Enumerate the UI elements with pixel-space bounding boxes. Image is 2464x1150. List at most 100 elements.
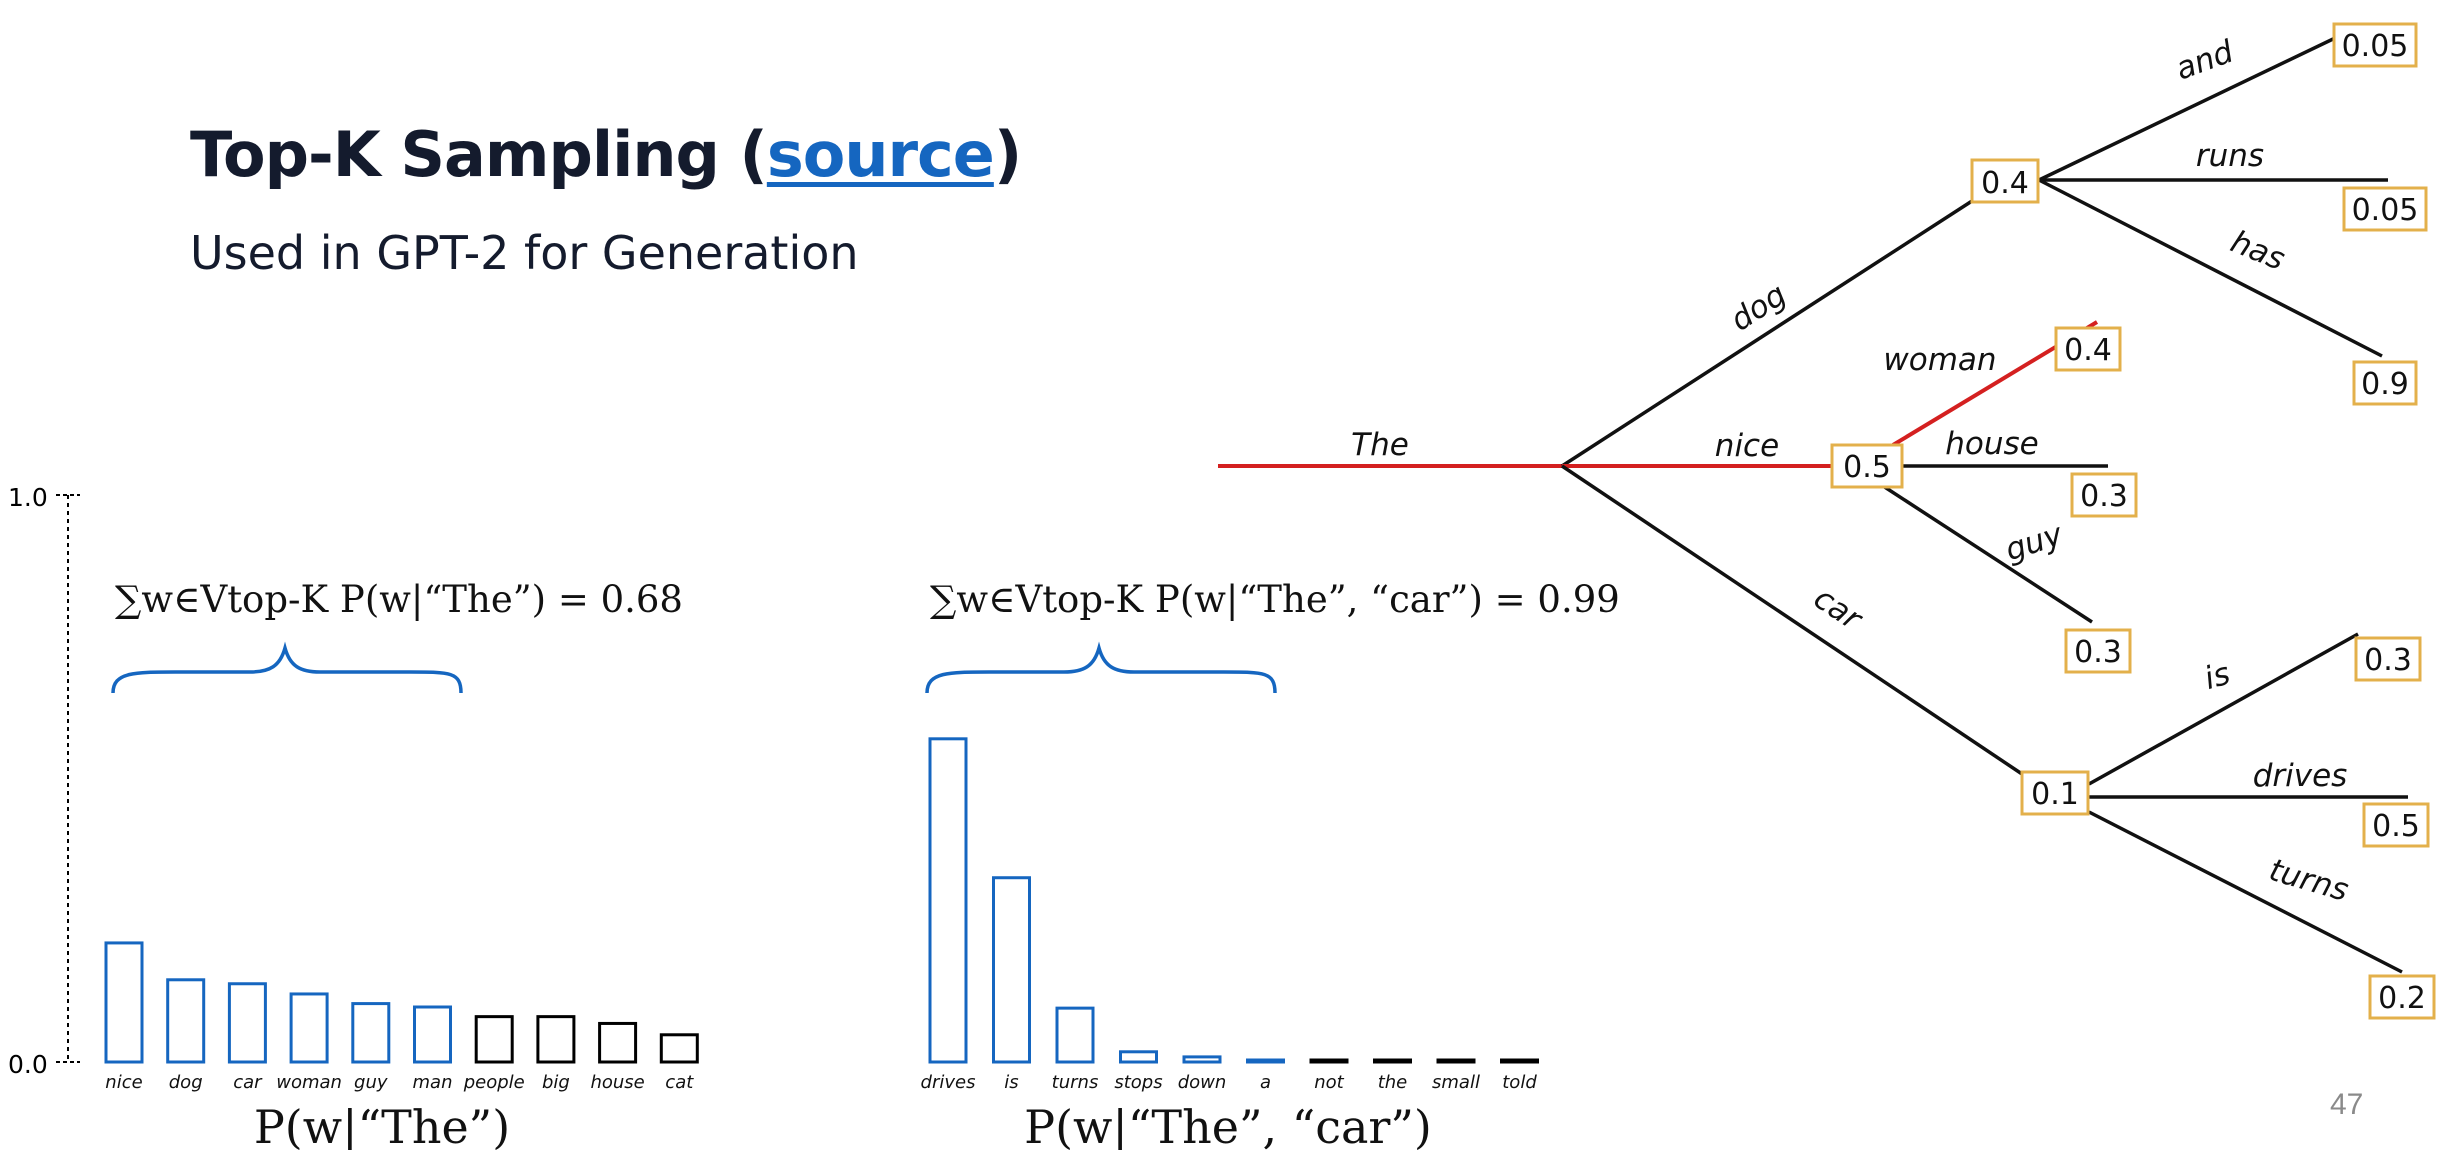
prob-box-is: 0.3	[2354, 636, 2422, 682]
svg-text:0.4: 0.4	[2064, 333, 2112, 368]
edge-has	[2038, 178, 2383, 358]
chart-the-brace	[111, 641, 463, 694]
svg-text:0.3: 0.3	[2364, 643, 2412, 678]
prob-box-runs: 0.05	[2342, 186, 2428, 232]
chart-the-car-tick-label: a	[1260, 1072, 1271, 1093]
chart-the-tick-label: nice	[105, 1072, 142, 1093]
chart-the-bar-nice	[104, 941, 144, 1064]
chart-the-car-tick-label: the	[1378, 1072, 1408, 1093]
chart-the-car-annotation: ∑w∈Vtop-K P(w|“The”, “car”) = 0.99	[930, 578, 1620, 621]
chart-the-car-bar-stops	[1119, 1050, 1158, 1064]
chart-the-car-brace	[925, 641, 1277, 694]
edge-guy	[1879, 482, 2093, 624]
word-has: has	[2226, 224, 2290, 278]
slide-subtitle: Used in GPT-2 for Generation	[190, 226, 859, 280]
title-suffix: )	[993, 118, 1022, 191]
chart-the-car-tick-label: told	[1502, 1072, 1537, 1093]
word-and: and	[2171, 34, 2238, 88]
edge-dog	[1561, 199, 1973, 468]
chart-the-car: ∑w∈Vtop-K P(w|“The”, “car”) = 0.99 P(w|“…	[921, 578, 1620, 1150]
prob-box-dog: 0.4	[1970, 158, 2040, 204]
chart-the-bar-guy	[351, 1002, 391, 1064]
prob-box-woman: 0.4	[2054, 326, 2122, 372]
root-word: The	[1351, 427, 1409, 463]
chart-the-car-bar-a	[1246, 1058, 1285, 1064]
chart-the-tick-label: woman	[276, 1072, 342, 1093]
chart-the-car-tick-label: stops	[1114, 1072, 1162, 1093]
edge-car	[1561, 464, 2023, 776]
svg-text:0.5: 0.5	[1843, 450, 1891, 485]
word-woman: woman	[1883, 342, 1996, 378]
svg-text:0.5: 0.5	[2372, 809, 2420, 844]
svg-text:0.1: 0.1	[2031, 777, 2079, 812]
chart-the-tick-label: dog	[169, 1072, 203, 1093]
chart-the-car-bar-drives	[928, 737, 968, 1064]
chart-the-bar-big	[536, 1015, 576, 1064]
prob-box-has: 0.9	[2352, 360, 2418, 406]
chart-the-tick-label: car	[233, 1072, 263, 1093]
chart-the-car-bar-the	[1373, 1058, 1412, 1064]
chart-the-bar-people	[474, 1015, 514, 1064]
chart-the-bar-cat	[659, 1033, 699, 1064]
chart-the-car-tick-label: is	[1004, 1072, 1018, 1093]
svg-text:0.05: 0.05	[2342, 29, 2409, 64]
word-dog: dog	[1724, 277, 1793, 339]
y-axis-min-label: 0.0	[8, 1050, 48, 1079]
chart-the-car-tick-label: drives	[921, 1072, 976, 1093]
edge-turns	[2088, 810, 2403, 974]
chart-the-tick-label: guy	[354, 1072, 388, 1093]
prob-box-nice: 0.5	[1830, 443, 1904, 489]
chart-the-car-bar-not	[1309, 1058, 1349, 1064]
chart-the-tick-label: people	[463, 1072, 525, 1093]
word-nice: nice	[1715, 428, 1779, 464]
chart-the-bar-house	[598, 1021, 638, 1064]
chart-the-bar-woman	[289, 992, 329, 1064]
chart-the-tick-label: big	[542, 1072, 570, 1093]
prob-box-guy: 0.3	[2064, 628, 2132, 674]
chart-the-car-bar-told	[1500, 1058, 1539, 1064]
word-runs: runs	[2196, 138, 2264, 174]
prob-box-turns: 0.2	[2368, 974, 2436, 1020]
word-house: house	[1945, 426, 2038, 462]
prob-box-drives: 0.5	[2362, 802, 2430, 848]
edge-and	[2038, 26, 2357, 182]
chart-the-car-bar-turns	[1055, 1006, 1095, 1064]
chart-the-tick-label: man	[413, 1072, 453, 1093]
beam-tree: The dog nice car and runs has woman hous…	[1218, 22, 2436, 1020]
edge-is	[2088, 632, 2359, 786]
svg-text:0.4: 0.4	[1981, 166, 2029, 201]
chart-the-annotation: ∑w∈Vtop-K P(w|“The”) = 0.68	[115, 578, 683, 621]
chart-the-car-tick-label: not	[1314, 1072, 1344, 1093]
prob-box-car: 0.1	[2020, 770, 2090, 816]
svg-text:0.05: 0.05	[2352, 193, 2419, 228]
word-turns: turns	[2265, 852, 2352, 909]
title-prefix: Top-K Sampling (	[190, 118, 768, 191]
chart-the-car-tick-label: small	[1432, 1072, 1480, 1093]
y-axis-max-label: 1.0	[8, 483, 48, 512]
prob-box-and: 0.05	[2332, 22, 2418, 68]
chart-the-car-bar-small	[1436, 1058, 1476, 1064]
word-drives: drives	[2253, 758, 2348, 794]
word-guy: guy	[2001, 516, 2068, 568]
chart-the: ∑w∈Vtop-K P(w|“The”) = 0.68 P(w|“The”) n…	[104, 578, 699, 1150]
svg-text:0.3: 0.3	[2080, 479, 2128, 514]
page-number: 47	[2330, 1088, 2364, 1121]
chart-the-car-tick-label: down	[1178, 1072, 1227, 1093]
svg-text:0.2: 0.2	[2378, 981, 2426, 1016]
prob-box-house: 0.3	[2070, 472, 2138, 518]
chart-the-car-bar-down	[1182, 1055, 1222, 1064]
word-car: car	[1807, 580, 1869, 638]
word-is: is	[2200, 656, 2234, 697]
chart-the-bar-man	[413, 1005, 452, 1064]
chart-the-car-tick-label: turns	[1052, 1072, 1099, 1093]
source-link[interactable]: source	[766, 118, 995, 191]
slide-title: Top-K Sampling (source)	[190, 118, 1022, 191]
chart-the-tick-label: cat	[665, 1072, 694, 1093]
chart-the-xlabel: P(w|“The”)	[254, 1100, 510, 1150]
svg-text:0.9: 0.9	[2361, 367, 2409, 402]
chart-the-car-xlabel: P(w|“The”, “car”)	[1024, 1100, 1432, 1150]
chart-the-car-bar-is	[992, 876, 1031, 1064]
chart-the-tick-label: house	[590, 1072, 644, 1093]
